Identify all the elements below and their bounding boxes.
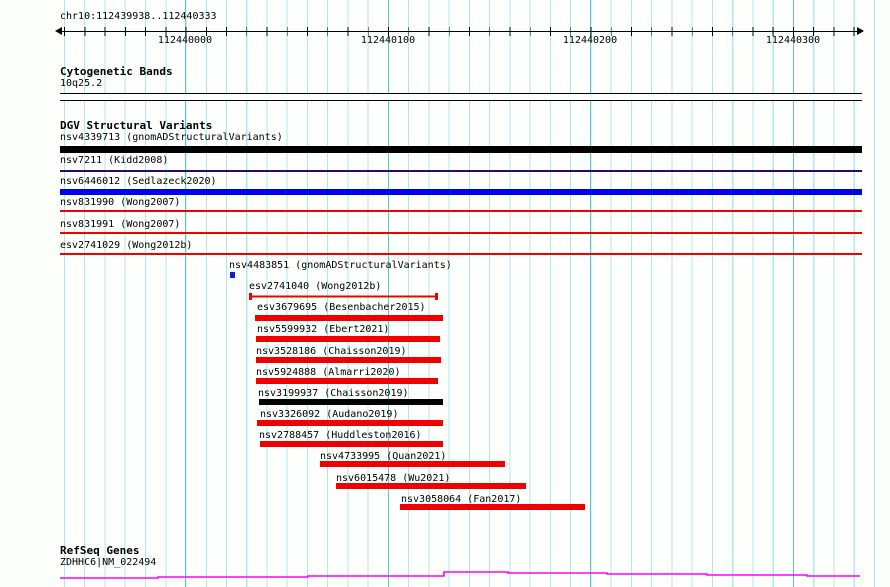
variant-bracket-bar[interactable] bbox=[249, 293, 438, 300]
variant-bar[interactable] bbox=[60, 210, 862, 212]
grid-major-line bbox=[590, 0, 591, 587]
variant-label[interactable]: nsv3326092 (Audano2019) bbox=[260, 409, 399, 420]
variant-bar[interactable] bbox=[256, 378, 438, 384]
variant-label[interactable]: nsv7211 (Kidd2008) bbox=[60, 155, 169, 166]
track-header-cytogenetic: Cytogenetic Bands bbox=[60, 65, 173, 78]
track-header-refseq: RefSeq Genes bbox=[60, 544, 140, 557]
variant-bar[interactable] bbox=[60, 170, 862, 172]
variant-bar[interactable] bbox=[257, 420, 443, 426]
ruler-tick-label: 112440000 bbox=[157, 35, 213, 46]
variant-label[interactable]: nsv831990 (Wong2007) bbox=[60, 197, 181, 208]
variant-label[interactable]: esv2741029 (Wong2012b) bbox=[60, 240, 193, 251]
variant-bar[interactable] bbox=[336, 483, 526, 489]
variant-bar[interactable] bbox=[60, 146, 862, 153]
variant-label[interactable]: nsv6015478 (Wu2021) bbox=[336, 473, 451, 484]
variant-bar[interactable] bbox=[400, 504, 585, 510]
variant-label[interactable]: nsv5924888 (Almarri2020) bbox=[256, 367, 401, 378]
ruler-line bbox=[58, 31, 861, 32]
variant-bar[interactable] bbox=[255, 315, 443, 321]
ruler-tick-label: 112440100 bbox=[360, 35, 416, 46]
variant-bar[interactable] bbox=[256, 357, 441, 363]
variant-bar[interactable] bbox=[259, 399, 443, 405]
variant-label[interactable]: nsv4733995 (Quan2021) bbox=[320, 451, 447, 462]
variant-label[interactable]: nsv2788457 (Huddleston2016) bbox=[259, 430, 422, 441]
ruler-tick-label: 112440200 bbox=[562, 35, 618, 46]
variant-point-marker[interactable] bbox=[230, 272, 235, 278]
gene-label[interactable]: ZDHHC6|NM_022494 bbox=[60, 557, 157, 568]
cytoband-label[interactable]: 10q25.2 bbox=[60, 78, 103, 89]
cytoband-bar[interactable] bbox=[60, 93, 862, 101]
variant-label[interactable]: nsv5599932 (Ebert2021) bbox=[257, 324, 390, 335]
ruler-left-arrow-icon bbox=[55, 27, 62, 35]
variant-bar[interactable] bbox=[260, 441, 443, 447]
variant-label[interactable]: esv3679695 (Besenbacher2015) bbox=[257, 302, 426, 313]
region-label: chr10:112439938..112440333 bbox=[60, 11, 217, 22]
variant-bar[interactable] bbox=[60, 189, 862, 195]
variant-label[interactable]: nsv6446012 (Sedlazeck2020) bbox=[60, 176, 217, 187]
variant-bar[interactable] bbox=[320, 461, 505, 467]
variant-label[interactable]: nsv4483851 (gnomADStructuralVariants) bbox=[229, 260, 452, 271]
variant-label[interactable]: nsv3528186 (Chaisson2019) bbox=[256, 346, 407, 357]
variant-label[interactable]: nsv4339713 (gnomADStructuralVariants) bbox=[60, 132, 283, 143]
variant-label[interactable]: nsv3199937 (Chaisson2019) bbox=[258, 388, 409, 399]
ruler-tick-label: 112440300 bbox=[765, 35, 821, 46]
variant-label[interactable]: nsv831991 (Wong2007) bbox=[60, 219, 181, 230]
variant-label[interactable]: nsv3058064 (Fan2017) bbox=[401, 494, 522, 505]
variant-label[interactable]: esv2741040 (Wong2012b) bbox=[249, 281, 382, 292]
track-header-dgv: DGV Structural Variants bbox=[60, 119, 213, 132]
grid-major-line bbox=[793, 0, 794, 587]
grid-major-line bbox=[185, 0, 186, 587]
variant-bar[interactable] bbox=[60, 232, 862, 234]
ruler-right-arrow-icon bbox=[857, 27, 864, 35]
variant-bar[interactable] bbox=[256, 336, 440, 342]
variant-bar[interactable] bbox=[60, 253, 862, 255]
